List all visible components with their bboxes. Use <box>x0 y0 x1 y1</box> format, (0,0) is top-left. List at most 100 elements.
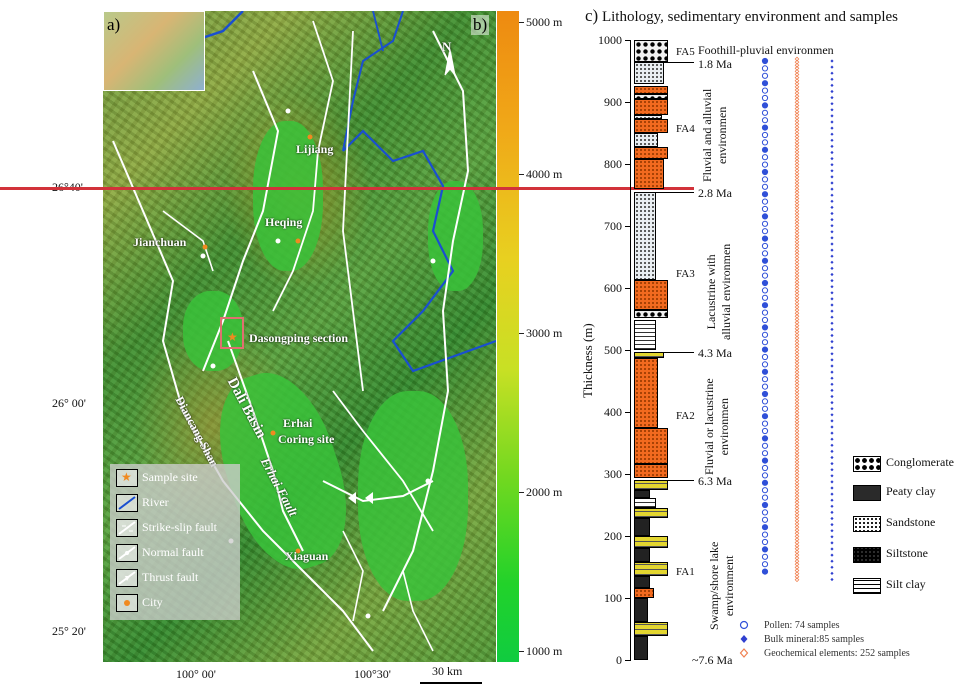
layer-peaty-clay <box>634 518 650 536</box>
pollen-sample <box>761 272 769 279</box>
facies-fa5: FA5 <box>676 46 695 58</box>
legend-pollen: Pollen: 74 samples <box>764 620 840 631</box>
bulk-mineral-sample <box>830 181 834 185</box>
tick-400: 400 <box>604 405 622 419</box>
pollen-sample <box>761 346 769 353</box>
pollen-sample <box>761 168 769 176</box>
pollen-sample <box>761 205 769 213</box>
layer-fluvial <box>634 99 668 115</box>
pollen-sample <box>761 479 769 486</box>
pollen-sample <box>761 213 769 220</box>
pollen-sample <box>761 302 769 309</box>
bulk-mineral-sample <box>830 236 834 240</box>
pollen-sample <box>761 405 769 412</box>
bulk-mineral-sample <box>830 474 834 478</box>
layer-peaty-clay <box>634 636 648 660</box>
bulk-mineral-sample <box>830 230 834 234</box>
pollen-sample <box>761 442 769 449</box>
pollen-sample <box>761 139 769 146</box>
layer-lacustrine <box>634 562 668 576</box>
pollen-sample <box>761 413 769 420</box>
pollen-sample <box>761 242 769 250</box>
bulk-mineral-sample <box>830 321 834 325</box>
pollen-sample <box>761 235 769 242</box>
coring-site-label: Coring site <box>278 432 335 446</box>
bulk-mineral-sample <box>830 431 834 435</box>
pollen-sample <box>761 383 769 390</box>
pollen-sample <box>761 339 769 346</box>
layer-fluvial <box>634 588 654 598</box>
bulk-mineral-sample <box>830 83 834 87</box>
pollen-sample <box>761 220 769 227</box>
panel-a-label: a) <box>107 15 121 34</box>
layer-peaty-clay <box>634 576 650 588</box>
thickness-axis <box>630 40 631 661</box>
legend-strike-slip-fault: Strike-slip fault <box>142 520 217 534</box>
pollen-sample <box>761 457 769 464</box>
pollen-sample <box>761 117 769 124</box>
bulk-mineral-sample <box>830 364 834 368</box>
layer-fluvial <box>634 159 664 189</box>
env-foothill-pluvial: Foothill-pluvial environmen <box>698 43 834 57</box>
bulk-mineral-sample <box>830 535 834 539</box>
legend-city: City <box>142 595 163 609</box>
layer-conglomerate <box>634 40 668 62</box>
siltstone-swatch <box>853 547 881 563</box>
age-6-3-ma: 6.3 Ma <box>698 474 732 488</box>
layer-fluvial <box>634 428 668 464</box>
bulk-mineral-sample <box>830 346 834 350</box>
pollen-sample <box>761 464 769 472</box>
bulk-mineral-sample <box>830 577 834 582</box>
svg-text:★: ★ <box>227 330 238 344</box>
colorbar-label-3000: 3000 m <box>526 326 563 340</box>
layer-fluvial <box>634 280 668 310</box>
age-2-8-ma: 2.8 Ma <box>698 186 732 200</box>
pollen-sample <box>761 102 769 109</box>
city-heqing: Heqing <box>265 215 303 229</box>
strike-slip-fault-icon <box>116 519 138 537</box>
pollen-sample <box>761 553 769 560</box>
lon-label-100-00: 100° 00' <box>176 667 216 681</box>
bulk-mineral-sample <box>830 138 834 142</box>
tick-1000: 1000 <box>598 33 622 47</box>
elevation-colorbar <box>497 11 519 662</box>
pollen-sample <box>761 294 769 301</box>
location-inset-map <box>103 11 205 91</box>
dasongping-section-label: Dasongping section <box>249 331 349 345</box>
bulk-mineral-sample <box>830 205 834 209</box>
bulk-mineral-sample <box>830 291 834 295</box>
pollen-sample <box>761 87 769 94</box>
pollen-sample <box>761 531 769 538</box>
bulk-mineral-sample <box>830 516 834 521</box>
pollen-sample <box>761 191 769 198</box>
bulk-mineral-sample <box>830 480 834 484</box>
bulk-mineral-sample <box>830 65 834 69</box>
bulk-mineral-sample <box>830 370 834 374</box>
layer-peaty-clay <box>634 598 648 622</box>
bulk-mineral-sample <box>830 193 834 197</box>
bulk-mineral-sample <box>830 382 834 386</box>
pollen-sample <box>761 487 769 494</box>
tick-900: 900 <box>604 95 622 109</box>
geochem-sample <box>794 577 800 583</box>
pollen-sample <box>761 420 769 427</box>
scale-bar <box>420 682 482 684</box>
bulk-mineral-sample <box>830 242 834 246</box>
layer-sandstone <box>634 192 656 280</box>
bulk-mineral-sample <box>830 388 834 392</box>
pollen-sample <box>761 287 769 294</box>
bulk-mineral-sample <box>830 413 834 417</box>
bulk-mineral-sample <box>830 333 834 338</box>
bulk-mineral-sample <box>830 523 834 527</box>
north-arrow-label: N <box>442 39 452 54</box>
silt-clay-swatch <box>853 578 881 594</box>
pollen-sample <box>761 154 769 161</box>
bulk-mineral-sample <box>830 449 834 453</box>
layer-fluvial <box>634 464 668 478</box>
tick-300: 300 <box>604 467 622 481</box>
pollen-sample <box>761 561 769 568</box>
bulk-mineral-sample <box>830 327 834 331</box>
bulk-mineral-sample <box>830 407 834 411</box>
pollen-sample <box>761 368 769 375</box>
bulk-mineral-sample <box>830 175 834 179</box>
